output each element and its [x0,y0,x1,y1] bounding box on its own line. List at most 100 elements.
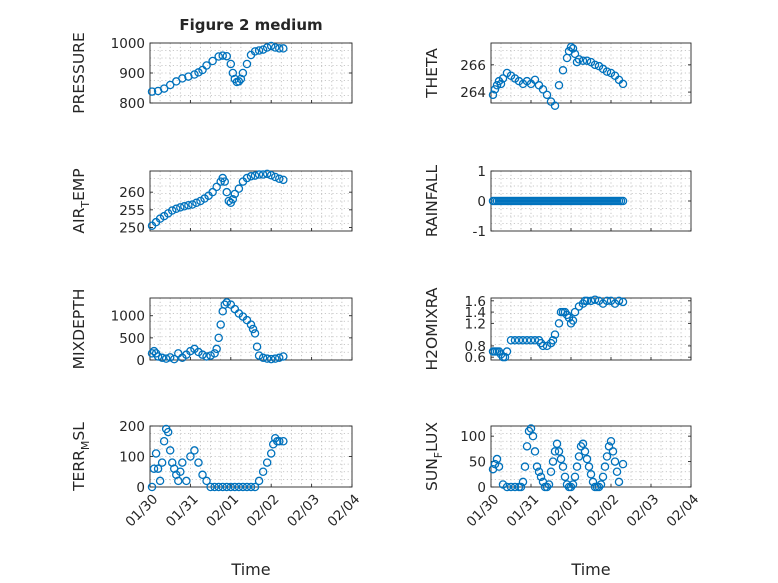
y-axis-label: MIXDEPTH [70,289,88,370]
data-point [159,436,169,446]
subplot-2: 264 266 THETA [423,42,692,110]
data-point [524,426,534,436]
subplot-1: 800 900 1000 PRESSURE [70,32,353,114]
data-point [578,56,588,65]
data-point [554,447,564,456]
data-point [614,296,624,306]
data-point [190,70,199,79]
data-point [522,442,532,451]
data-point [182,476,191,486]
data-point [550,101,560,110]
data-point [262,169,272,179]
data-point [167,206,177,215]
y-tick-label: 200 [119,419,145,435]
y-tick-label: 900 [119,66,145,82]
y-axis-label: SUNFLUX [423,422,445,491]
data-point [270,172,280,182]
data-point [176,203,185,212]
data-point [580,447,590,456]
data-point [618,79,628,89]
y-tick-label: 1.6 [465,294,486,310]
data-point [618,196,628,206]
data-point [518,477,528,487]
y-tick-label: 1.2 [465,316,486,332]
data-point [258,45,268,54]
data-point [186,346,195,356]
data-point [558,462,568,471]
data-point [275,436,284,446]
y-tick-label: 0 [477,194,486,210]
data-point [210,349,219,358]
data-point [262,43,272,52]
data-point [159,84,169,93]
data-point [198,470,207,480]
y-tick-label: 255 [119,203,145,219]
data-point [147,482,157,492]
data-point [528,431,538,441]
data-point [184,200,193,210]
data-point [212,182,221,192]
data-point [279,175,288,185]
data-point [600,462,610,471]
data-point [254,170,264,179]
data-point [246,172,256,181]
data-point [153,464,163,473]
data-point [186,452,195,461]
data-point [546,467,556,476]
data-point [566,42,576,52]
data-point [206,351,215,360]
data-point [534,467,544,476]
data-point [228,194,238,204]
axes-frame [490,42,692,104]
data-point [234,77,244,86]
data-point [554,319,564,328]
data-point [502,347,512,356]
data-point [584,462,594,471]
data-point [254,351,264,360]
data-point [220,300,229,309]
data-point [526,336,536,345]
y-tick-label: 500 [119,331,145,347]
data-point [560,472,570,482]
data-point [147,87,157,96]
y-axis-label: H2OMIXRA [423,287,441,370]
data-point [222,187,232,197]
data-point [250,171,260,180]
data-point [506,482,516,492]
data-point [520,462,530,471]
data-point [149,346,159,356]
data-point [522,336,532,345]
data-point [153,352,163,361]
data-point [548,457,558,466]
data-point [194,458,203,467]
data-point [258,353,268,363]
data-point [602,296,612,306]
data-point [502,482,512,492]
y-tick-label: 0 [477,480,486,496]
data-point [188,200,197,209]
data-point [202,61,211,70]
data-point [538,341,548,351]
y-tick-label: 250 [119,220,145,236]
data-point [214,52,223,61]
data-point [234,184,244,193]
data-point [165,446,175,455]
data-point [618,459,628,469]
y-tick-label: 1.4 [465,305,486,321]
y-tick-label: 264 [460,85,486,101]
data-point [568,44,578,53]
data-point [222,51,232,61]
data-point [544,480,554,489]
data-point [586,296,596,306]
y-tick-label: 100 [460,429,486,445]
data-point [230,189,240,199]
data-point [538,85,548,94]
data-point [554,81,564,90]
data-point [568,316,578,325]
data-point [250,482,260,492]
y-axis-label: AIRTEMP [70,168,92,233]
data-point [206,482,215,492]
y-tick-label: 100 [119,450,145,466]
data-point [270,354,280,363]
